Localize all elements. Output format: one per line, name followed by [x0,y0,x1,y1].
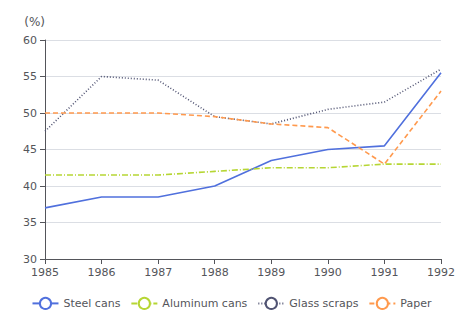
svg-text:1986: 1986 [88,266,116,279]
svg-text:40: 40 [23,180,37,193]
svg-text:Steel cans: Steel cans [63,297,120,310]
svg-text:1987: 1987 [144,266,172,279]
svg-text:1990: 1990 [314,266,342,279]
svg-text:1988: 1988 [201,266,229,279]
svg-text:1985: 1985 [31,266,59,279]
svg-text:60: 60 [23,34,37,47]
svg-text:30: 30 [23,253,37,266]
svg-text:Paper: Paper [400,297,432,310]
svg-text:45: 45 [23,143,37,156]
svg-text:Aluminum cans: Aluminum cans [162,297,247,310]
svg-text:50: 50 [23,107,37,120]
svg-text:55: 55 [23,70,37,83]
svg-text:1991: 1991 [370,266,398,279]
svg-text:Glass scraps: Glass scraps [289,297,358,310]
svg-text:1992: 1992 [427,266,455,279]
svg-text:35: 35 [23,216,37,229]
svg-text:(%): (%) [24,15,45,29]
svg-text:1989: 1989 [257,266,285,279]
